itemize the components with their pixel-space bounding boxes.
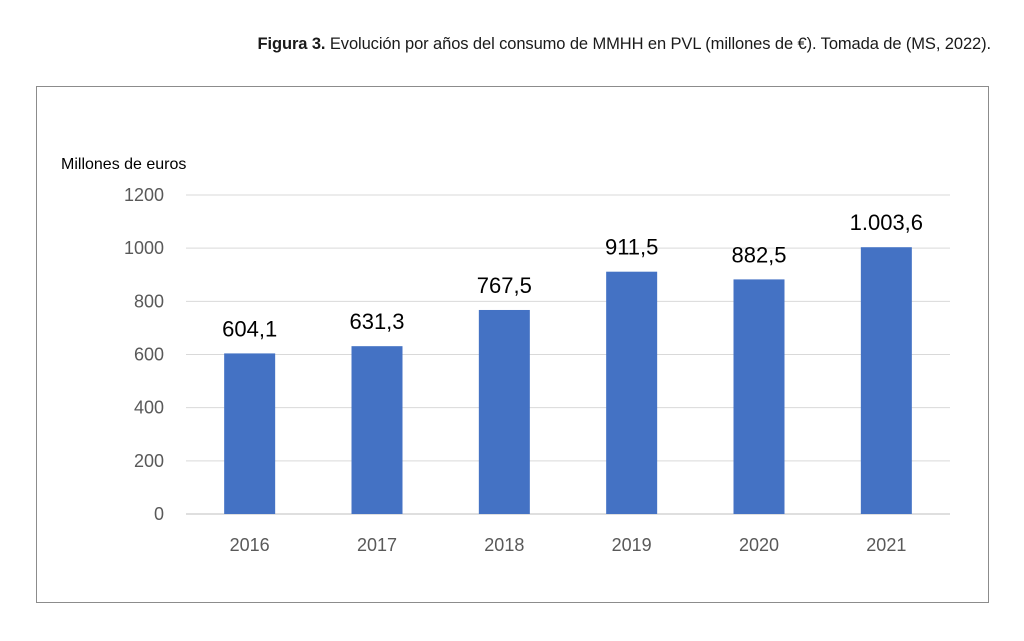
data-label-2021: 1.003,6	[850, 210, 923, 235]
figure-caption-text: Evolución por años del consumo de MMHH e…	[329, 35, 991, 53]
data-labels: 604,1 631,3 767,5 911,5 882,5 1.003,6	[222, 210, 923, 341]
x-tick-label-2021: 2021	[866, 535, 906, 555]
y-tick-label: 400	[134, 398, 164, 418]
y-tick-label: 1200	[124, 185, 164, 205]
x-tick-label-2016: 2016	[230, 535, 270, 555]
y-tick-label: 200	[134, 451, 164, 471]
y-tick-label: 0	[154, 504, 164, 524]
y-axis-title: Millones de euros	[61, 156, 186, 173]
y-tick-label: 600	[134, 345, 164, 365]
bars	[224, 247, 912, 515]
data-label-2019: 911,5	[605, 235, 658, 260]
data-label-2020: 882,5	[731, 242, 786, 267]
y-tick-label: 1000	[124, 238, 164, 258]
data-label-2017: 631,3	[349, 309, 404, 334]
figure-caption-label: Figura 3.	[257, 35, 326, 53]
y-axis-ticks: 0 200 400 600 800 1000 1200	[124, 185, 164, 524]
bar-2016	[224, 353, 276, 514]
bar-2017	[351, 346, 403, 514]
x-tick-label-2017: 2017	[357, 535, 397, 555]
y-tick-label: 800	[134, 291, 164, 311]
figure-caption: Figura 3. Evolución por años del consumo…	[257, 35, 992, 54]
x-tick-label-2018: 2018	[484, 535, 524, 555]
bar-2020	[733, 279, 785, 514]
bar-2021	[860, 247, 912, 515]
data-label-2016: 604,1	[222, 316, 277, 341]
data-label-2018: 767,5	[477, 273, 532, 298]
x-tick-label-2020: 2020	[739, 535, 779, 555]
bar-2019	[606, 271, 658, 514]
x-axis-ticks: 2016 2017 2018 2019 2020 2021	[230, 535, 907, 555]
gridlines	[186, 194, 950, 515]
bar-2018	[478, 309, 530, 514]
x-tick-label-2019: 2019	[612, 535, 652, 555]
